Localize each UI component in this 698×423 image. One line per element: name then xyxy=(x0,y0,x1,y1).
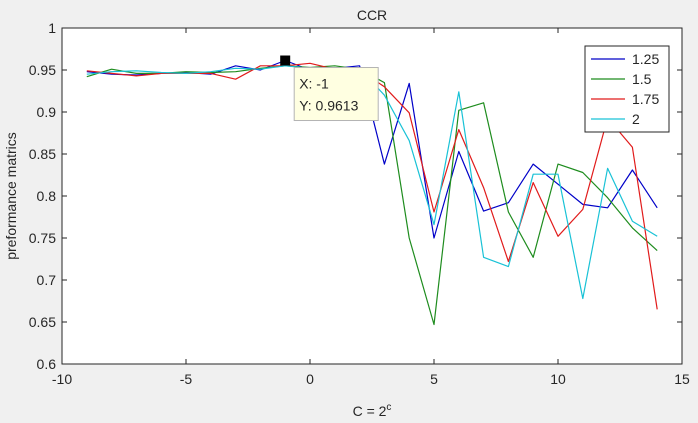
y-tick-label-1: 0.65 xyxy=(29,314,56,330)
x-axis-label: C = 2c xyxy=(353,402,392,419)
x-tick-label-2: 0 xyxy=(306,371,314,387)
y-axis-label: preformance matrics xyxy=(3,132,19,260)
ticks-layer: -10 -5 0 5 10 15 0.6 0.65 0.7 0.75 0.8 0.85 0.9 0.95 1 xyxy=(29,20,690,387)
legend-label-0: 1.25 xyxy=(632,51,659,67)
legend-box[interactable] xyxy=(584,45,670,133)
y-tick-label-6: 0.9 xyxy=(37,104,57,120)
x-tick-label-5: 15 xyxy=(674,371,690,387)
x-axis-label-superscript: c xyxy=(386,402,391,413)
y-tick-label-2: 0.7 xyxy=(37,272,57,288)
datatip-y-label: Y: 0.9613 xyxy=(299,98,358,114)
y-tick-label-7: 0.95 xyxy=(29,62,56,78)
x-tick-label-3: 5 xyxy=(430,371,438,387)
x-tick-label-4: 10 xyxy=(550,371,566,387)
datatip[interactable]: X: -1 Y: 0.9613 xyxy=(280,55,379,122)
y-tick-label-8: 1 xyxy=(48,20,56,36)
x-tick-label-0: -10 xyxy=(52,371,72,387)
datatip-marker[interactable] xyxy=(280,55,291,66)
chart-title: CCR xyxy=(357,7,387,23)
datatip-box xyxy=(293,67,379,122)
y-tick-label-0: 0.6 xyxy=(37,356,57,372)
legend[interactable]: 1.25 1.5 1.75 2 xyxy=(584,45,670,133)
y-tick-label-4: 0.8 xyxy=(37,188,57,204)
x-tick-label-1: -5 xyxy=(180,371,193,387)
y-tick-label-5: 0.85 xyxy=(29,146,56,162)
x-axis-label-base: C = 2 xyxy=(353,403,387,419)
legend-label-2: 1.75 xyxy=(632,91,659,107)
legend-label-1: 1.5 xyxy=(632,71,652,87)
y-tick-label-3: 0.75 xyxy=(29,230,56,246)
legend-label-3: 2 xyxy=(632,111,640,127)
datatip-x-label: X: -1 xyxy=(299,76,329,92)
